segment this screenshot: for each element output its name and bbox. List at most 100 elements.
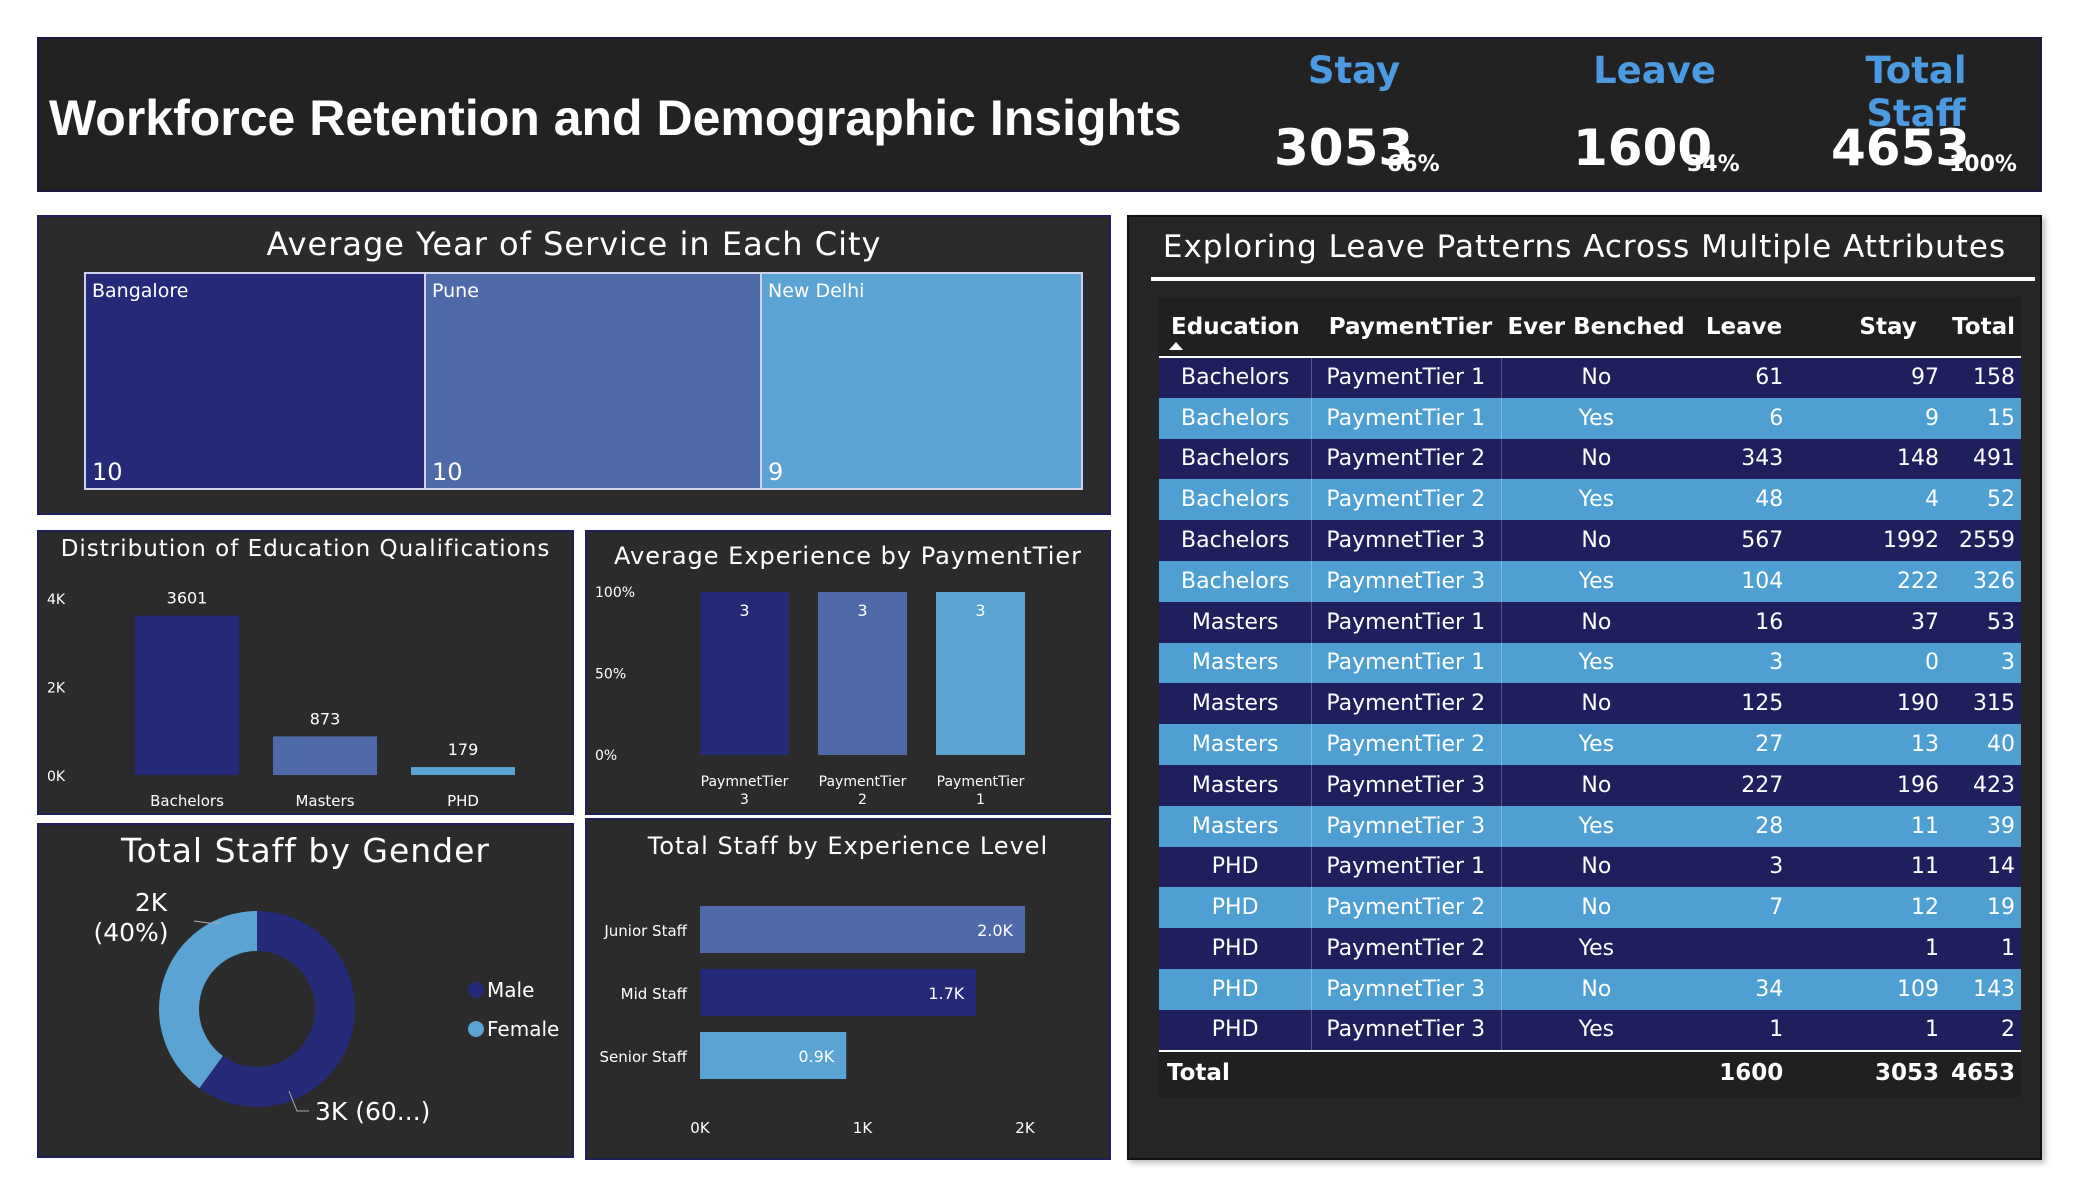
cell-stay: 97 bbox=[1797, 357, 1945, 398]
bar-tier-2[interactable] bbox=[818, 592, 907, 755]
cell-education: Bachelors bbox=[1159, 479, 1312, 521]
cell-total: 14 bbox=[1944, 846, 2021, 888]
table-row[interactable]: PHD PaymnetTier 3 Yes 1 1 2 bbox=[1159, 1009, 2021, 1051]
table-row[interactable]: PHD PaymentTier 2 No 7 12 19 bbox=[1159, 887, 2021, 929]
cell-paymenttier: PaymnetTier 3 bbox=[1311, 520, 1502, 561]
table-row[interactable]: Masters PaymnetTier 3 No 227 196 423 bbox=[1159, 764, 2021, 806]
data-label: 3 bbox=[739, 601, 749, 620]
cell-ever-benched: No bbox=[1500, 520, 1691, 561]
cell-stay: 9 bbox=[1797, 397, 1945, 439]
y-tick-label: Mid Staff bbox=[621, 985, 688, 1003]
cell-education: PHD bbox=[1159, 928, 1312, 969]
column-header-stay[interactable]: Stay bbox=[1859, 313, 1917, 340]
kpi-leave[interactable]: Leave 1600 34% bbox=[1567, 49, 1742, 179]
y-tick-label: Junior Staff bbox=[603, 922, 687, 940]
bar-tier-1[interactable] bbox=[936, 592, 1025, 755]
x-tick-label: 1K bbox=[853, 1119, 874, 1137]
table-row[interactable]: Masters PaymentTier 2 No 125 190 315 bbox=[1159, 683, 2021, 725]
bar-phd[interactable] bbox=[411, 767, 515, 775]
table-row[interactable]: Masters PaymentTier 1 Yes 3 0 3 bbox=[1159, 642, 2021, 684]
table-total-row: Total 1600 3053 4653 bbox=[1159, 1049, 2021, 1095]
x-tick-label: 2 bbox=[858, 792, 867, 808]
legend-marker-male[interactable] bbox=[468, 982, 484, 998]
bar-bachelors[interactable] bbox=[135, 615, 239, 775]
cell-leave: 227 bbox=[1690, 764, 1798, 806]
cell-ever-benched: No bbox=[1500, 846, 1691, 888]
table-row[interactable]: PHD PaymentTier 1 No 3 11 14 bbox=[1159, 846, 2021, 888]
table-row[interactable]: Masters PaymnetTier 3 Yes 28 11 39 bbox=[1159, 805, 2021, 847]
table-row[interactable]: Bachelors PaymentTier 2 No 343 148 491 bbox=[1159, 438, 2021, 480]
table-row[interactable]: Masters PaymentTier 1 No 16 37 53 bbox=[1159, 601, 2021, 643]
leader-line-male[interactable] bbox=[288, 1090, 309, 1112]
donut-slice-female[interactable] bbox=[159, 911, 257, 1089]
cell-paymenttier: PaymentTier 1 bbox=[1311, 357, 1502, 398]
cell-leave: 343 bbox=[1690, 438, 1798, 480]
cell-total: 52 bbox=[1944, 479, 2021, 521]
cell-paymenttier: PaymentTier 1 bbox=[1311, 642, 1502, 684]
bar-junior-staff[interactable] bbox=[700, 906, 1025, 953]
cell-leave: 16 bbox=[1690, 601, 1798, 643]
cell-education: Masters bbox=[1159, 642, 1312, 684]
column-header-total[interactable]: Total bbox=[1952, 313, 2015, 340]
treemap-cell-bangalore[interactable]: Bangalore 10 bbox=[84, 272, 426, 490]
cell-paymenttier: PaymentTier 1 bbox=[1311, 846, 1502, 888]
cell-ever-benched: Yes bbox=[1500, 560, 1691, 602]
data-label: 3601 bbox=[167, 589, 208, 608]
legend-marker-female[interactable] bbox=[468, 1021, 484, 1037]
kpi-stay[interactable]: Stay 3053 66% bbox=[1269, 49, 1440, 179]
cell-ever-benched: No bbox=[1500, 683, 1691, 725]
kpi-total-staff[interactable]: Total Staff 4653 100% bbox=[1821, 49, 2017, 179]
cell-stay: 196 bbox=[1797, 764, 1945, 806]
cell-education: PHD bbox=[1159, 1009, 1312, 1051]
table-row[interactable]: PHD PaymentTier 2 Yes 1 1 bbox=[1159, 928, 2021, 969]
table-row[interactable]: Masters PaymentTier 2 Yes 27 13 40 bbox=[1159, 724, 2021, 765]
cell-paymenttier: PaymentTier 1 bbox=[1311, 601, 1502, 643]
bar-mid-staff[interactable] bbox=[700, 969, 977, 1016]
leader-line-female[interactable] bbox=[193, 920, 221, 924]
cell-ever-benched: Yes bbox=[1500, 928, 1691, 969]
experience-bar-chart: 0% 50% 100% 3 PaymnetTier 3 3 PaymentTier 2 3 Paym… bbox=[595, 585, 1025, 808]
bar-tier-3[interactable] bbox=[700, 592, 789, 755]
column-header-leave[interactable]: Leave bbox=[1705, 313, 1783, 340]
cell-total: 40 bbox=[1944, 724, 2021, 765]
column-header-education[interactable]: Education bbox=[1159, 297, 1312, 357]
table-row[interactable]: Bachelors PaymentTier 1 Yes 6 9 15 bbox=[1159, 397, 2021, 439]
treemap-cell-label: Pune bbox=[432, 280, 479, 302]
cell-education: Bachelors bbox=[1159, 560, 1312, 602]
cell-ever-benched: Yes bbox=[1500, 397, 1691, 439]
column-header-ever-benched[interactable]: Ever Benched bbox=[1507, 313, 1685, 340]
cell-total: 143 bbox=[1944, 968, 2021, 1010]
table-row[interactable]: Bachelors PaymnetTier 3 Yes 104 222 326 bbox=[1159, 560, 2021, 602]
cell-ever-benched: No bbox=[1500, 601, 1691, 643]
data-label: 2.0K bbox=[977, 921, 1013, 940]
treemap-cell-new-delhi[interactable]: New Delhi 9 bbox=[760, 272, 1083, 490]
table-row[interactable]: PHD PaymnetTier 3 No 34 109 143 bbox=[1159, 968, 2021, 1010]
bar-masters[interactable] bbox=[273, 736, 377, 775]
gender-donut-chart: 3K (60...) 2K(40%) Male Female bbox=[93, 888, 559, 1126]
cell-stay: 1992 bbox=[1797, 520, 1945, 561]
column-header-paymenttier[interactable]: PaymentTier bbox=[1328, 313, 1493, 340]
cell-leave: 567 bbox=[1690, 520, 1798, 561]
treemap-cell-pune[interactable]: Pune 10 bbox=[424, 272, 762, 490]
cell-ever-benched: Yes bbox=[1500, 642, 1691, 684]
cell-ever-benched: No bbox=[1500, 887, 1691, 929]
cell-leave: 104 bbox=[1690, 560, 1798, 602]
header-banner: Workforce Retention and Demographic Insi… bbox=[37, 37, 2042, 192]
kpi-total-pct: 100% bbox=[1949, 152, 2017, 177]
cell-education: Masters bbox=[1159, 764, 1312, 806]
y-tick-label: 100% bbox=[595, 585, 635, 601]
x-tick-label: PaymentTier bbox=[819, 774, 907, 790]
cell-paymenttier: PaymentTier 2 bbox=[1311, 479, 1502, 521]
donut-slice-male[interactable] bbox=[199, 911, 355, 1107]
total-leave: 1600 bbox=[1690, 1049, 1798, 1095]
table-row[interactable]: Bachelors PaymentTier 1 No 61 97 158 bbox=[1159, 357, 2021, 398]
x-tick-label: 2K bbox=[1015, 1119, 1036, 1137]
x-tick-label: PHD bbox=[447, 792, 479, 810]
table-row[interactable]: Bachelors PaymnetTier 3 No 567 1992 2559 bbox=[1159, 520, 2021, 561]
cell-education: PHD bbox=[1159, 968, 1312, 1010]
kpi-leave-value: 1600 bbox=[1573, 119, 1713, 177]
table-row[interactable]: Bachelors PaymentTier 2 Yes 48 4 52 bbox=[1159, 479, 2021, 521]
y-tick-label: 50% bbox=[595, 667, 626, 683]
bar-senior-staff[interactable] bbox=[700, 1032, 847, 1079]
cell-leave: 7 bbox=[1690, 887, 1798, 929]
